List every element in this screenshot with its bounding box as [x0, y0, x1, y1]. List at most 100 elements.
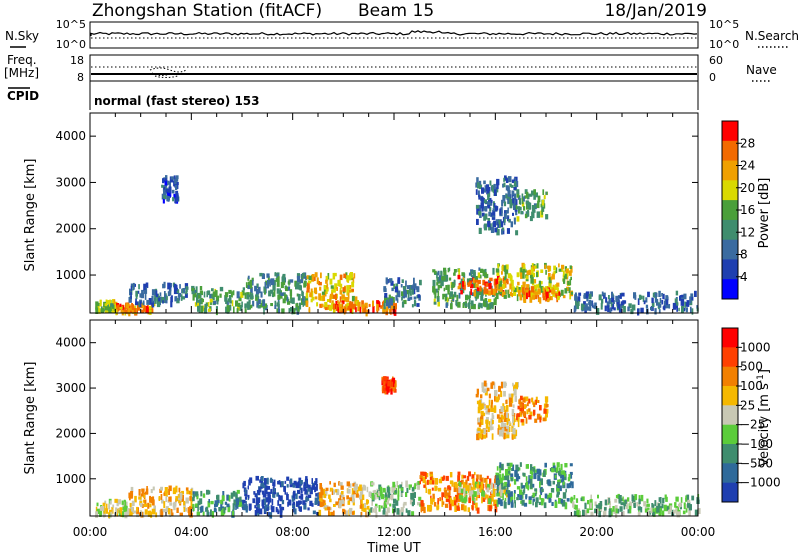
power-cell [395, 295, 398, 301]
power-cell [534, 288, 537, 292]
velocity-cell [189, 505, 193, 509]
power-cell [473, 303, 476, 310]
velocity-cell [141, 503, 144, 508]
power-cell [478, 267, 481, 271]
velocity-cell [333, 489, 336, 495]
power-cell [332, 294, 335, 299]
velocity-cell [260, 479, 263, 487]
velocity-cell [211, 511, 214, 518]
power-cell [176, 182, 179, 186]
velocity-cell [562, 482, 565, 489]
velocity-cell [506, 419, 509, 426]
velocity-cell [529, 411, 533, 417]
colorbar-frame [721, 327, 739, 503]
velocity-cell [637, 506, 641, 511]
velocity-cell [168, 496, 171, 502]
power-cell [164, 178, 167, 185]
power-cell [141, 309, 145, 314]
power-cell [642, 295, 645, 302]
velocity-cell [336, 489, 340, 496]
velocity-cell [541, 498, 545, 502]
velocity-cell [347, 500, 351, 505]
velocity-cell [486, 475, 489, 480]
power-cell [127, 307, 130, 315]
velocity-cell [409, 499, 413, 505]
power-cell [337, 308, 339, 313]
velocity-cell [328, 494, 331, 499]
power-cell [277, 276, 280, 282]
velocity-cell [193, 504, 195, 512]
velocity-cell [303, 482, 307, 487]
velocity-cell [525, 396, 529, 402]
power-cell [526, 270, 529, 276]
power-cell [170, 295, 173, 303]
power-cell [229, 295, 231, 300]
velocity-cell [459, 482, 462, 488]
power-cell [620, 293, 622, 299]
velocity-cell [160, 494, 163, 500]
velocity-cell [286, 492, 288, 498]
velocity-cell [361, 504, 364, 512]
power-cell [296, 275, 301, 283]
power-cell [404, 290, 407, 298]
velocity-cell [581, 496, 585, 502]
velocity-cell [392, 385, 395, 392]
velocity-cell [482, 491, 485, 497]
power-cell [388, 308, 391, 314]
power-cell [659, 297, 662, 304]
velocity-cell [102, 502, 106, 509]
velocity-cell [545, 413, 548, 418]
power-cell [519, 198, 522, 205]
power-cell [142, 300, 145, 305]
power-cell [545, 214, 549, 220]
power-cell [372, 306, 375, 313]
nsky-label: N.Sky [5, 29, 39, 43]
power-cell [197, 302, 201, 308]
power-cell [503, 278, 506, 284]
velocity-cell [380, 492, 383, 498]
power-cell [280, 282, 284, 289]
velocity-cell [136, 512, 139, 518]
power-cell [453, 272, 456, 276]
power-cell [468, 298, 471, 305]
velocity-cell [683, 502, 686, 510]
power-cell [299, 302, 302, 310]
velocity-cell [575, 498, 579, 503]
power-cell [457, 274, 461, 280]
power-cell [684, 301, 686, 308]
velocity-cell [509, 462, 513, 467]
velocity-cell [580, 497, 583, 501]
power-cell [530, 290, 534, 296]
velocity-cell [132, 510, 136, 514]
velocity-cell [382, 510, 386, 515]
power-cell [433, 270, 437, 275]
velocity-cell [685, 508, 688, 513]
colorbar-swatch [722, 279, 738, 300]
velocity-cell [530, 464, 533, 471]
velocity-cell [463, 484, 467, 491]
power-cell [542, 295, 546, 301]
velocity-cell [498, 425, 501, 430]
freq-tick-bottom: 8 [77, 71, 84, 84]
power-cell [516, 193, 520, 197]
velocity-cell [498, 474, 502, 478]
velocity-cell [150, 489, 153, 494]
velocity-cell [432, 496, 435, 502]
velocity-cell [484, 390, 488, 396]
power-cell [651, 297, 654, 304]
velocity-cell [527, 485, 530, 491]
power-cell [477, 272, 481, 278]
x-tick-label: 00:00 [681, 525, 716, 539]
velocity-cell [513, 388, 517, 396]
power-cell [524, 195, 527, 199]
velocity-cell [155, 512, 158, 518]
velocity-cell [507, 480, 510, 488]
colorbar-tick-label: 24 [740, 159, 755, 173]
power-cell [508, 176, 512, 183]
power-cell [505, 267, 509, 275]
power-cell [521, 287, 525, 294]
power-cell [436, 282, 439, 286]
power-cell [515, 204, 518, 210]
colorbar-swatch [722, 328, 738, 348]
power-cell [145, 306, 149, 314]
